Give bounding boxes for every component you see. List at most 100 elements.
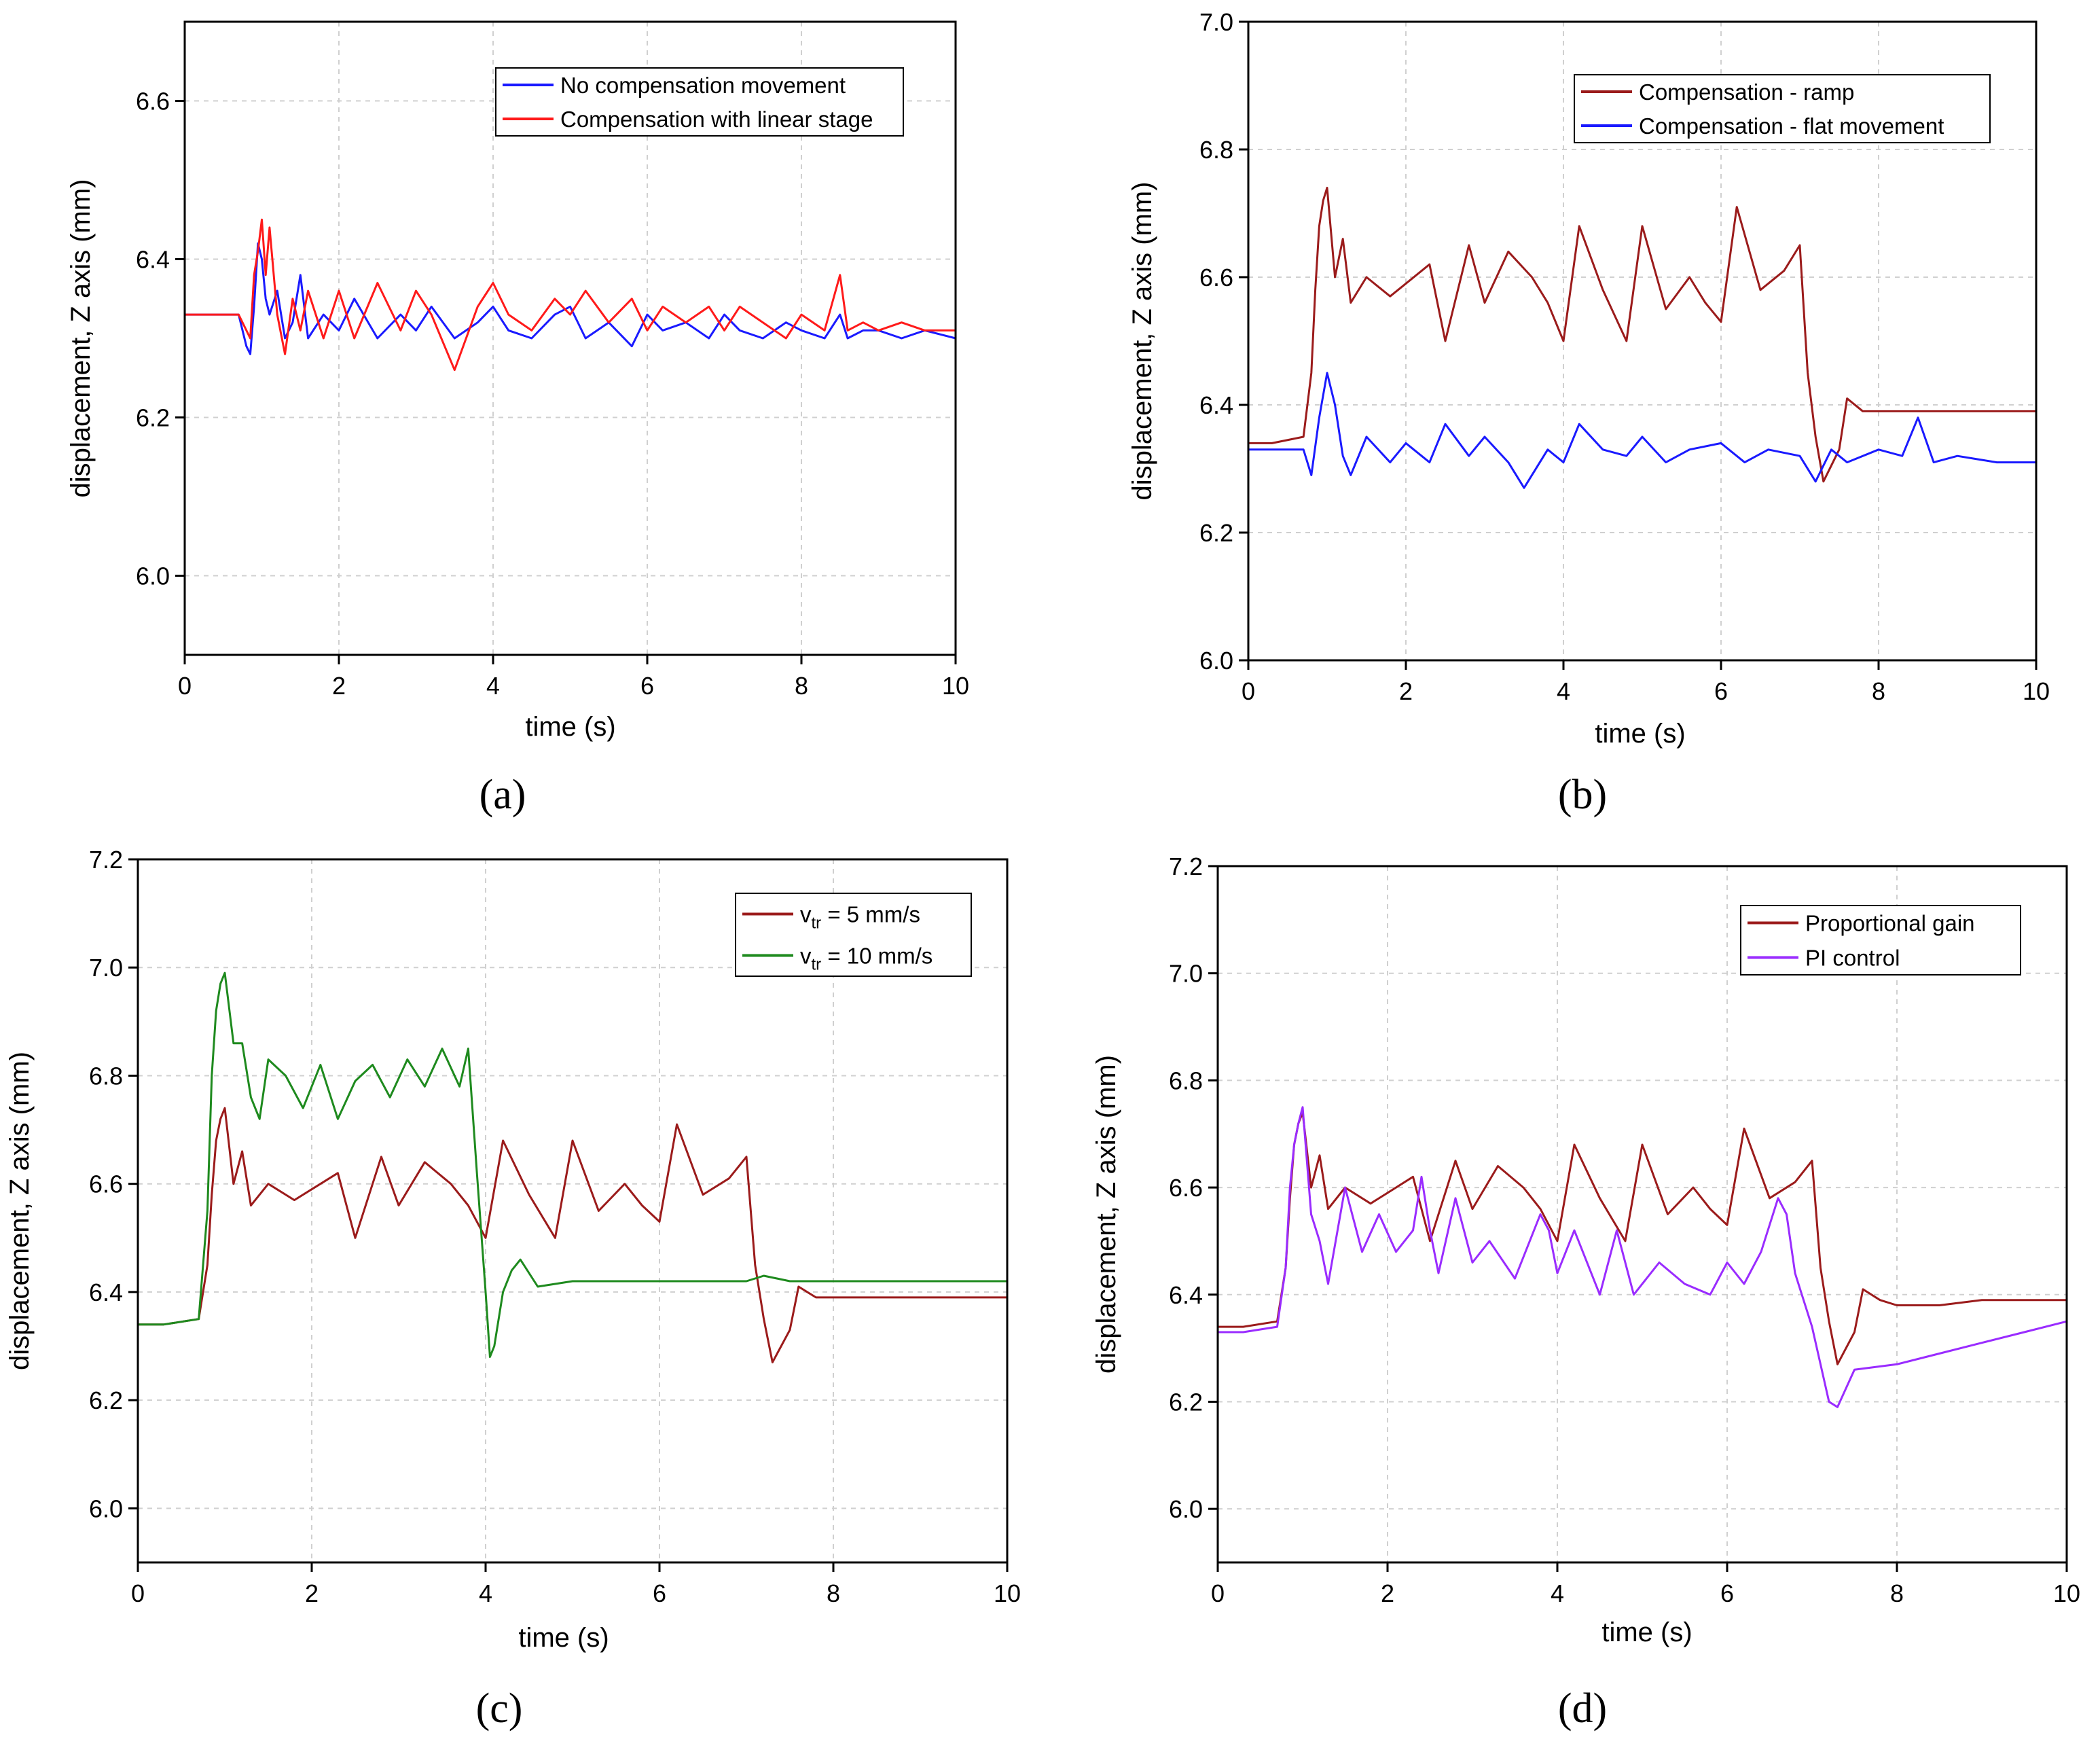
legend-label-c-2: vtr = 10 mm/s bbox=[800, 944, 933, 974]
y-tick-label: 7.0 bbox=[89, 954, 123, 982]
series-line-b-2 bbox=[1248, 372, 2036, 489]
legend-label-c-1: vtr = 5 mm/s bbox=[800, 902, 920, 933]
y-tick-label: 6.0 bbox=[1199, 647, 1233, 675]
y-axis-title-c: displacement, Z axis (mm) bbox=[5, 1052, 35, 1370]
y-axis-title-d: displacement, Z axis (mm) bbox=[1091, 1055, 1121, 1374]
y-tick-label: 7.2 bbox=[89, 846, 123, 874]
ticks-b: 0 2 4 6 8 10 6.0 6.2 6.4 6.6 6.8 7.0 bbox=[1199, 8, 2050, 705]
x-tick-label: 2 bbox=[1399, 677, 1413, 705]
legend-b: Compensation - ramp Compensation - flat m… bbox=[1574, 74, 1991, 143]
x-tick-label: 8 bbox=[795, 672, 808, 700]
x-tick-label: 10 bbox=[942, 672, 969, 700]
y-tick-label: 6.2 bbox=[1169, 1388, 1203, 1416]
x-tick-label: 0 bbox=[178, 672, 192, 700]
x-tick-label: 4 bbox=[1557, 677, 1570, 705]
y-tick-label: 7.0 bbox=[1199, 8, 1233, 36]
y-tick-label: 6.0 bbox=[1169, 1495, 1203, 1523]
y-tick-label: 6.0 bbox=[136, 562, 170, 590]
plot-frame-a bbox=[183, 20, 957, 656]
legend-box-b bbox=[1574, 74, 1991, 143]
x-tick-label: 8 bbox=[1890, 1579, 1904, 1607]
y-tick-label: 6.0 bbox=[89, 1495, 123, 1522]
legend-label-d-2: PI control bbox=[1805, 946, 1900, 971]
legend-label-a-1: No compensation movement bbox=[560, 73, 846, 98]
x-tick-label: 10 bbox=[2053, 1579, 2080, 1607]
chart-panel-a: 0 2 4 6 8 10 6.0 6.2 6.4 6.6 time (s) displacemen… bbox=[66, 20, 969, 818]
ticks-a: 0 2 4 6 8 10 6.0 6.2 6.4 6.6 bbox=[136, 88, 969, 700]
chart-panel-d: 0 2 4 6 8 10 6.0 6.2 6.4 6.6 6.8 7.0 7.2 time (s) di… bbox=[1091, 853, 2080, 1732]
legend-box-c bbox=[735, 893, 972, 977]
series-line-b-1 bbox=[1248, 186, 2036, 483]
y-tick-label: 6.8 bbox=[1199, 136, 1233, 164]
x-axis-title-d: time (s) bbox=[1601, 1617, 1692, 1647]
plot-frame-c bbox=[137, 858, 1009, 1564]
chart-panel-b: 0 2 4 6 8 10 6.0 6.2 6.4 6.6 6.8 7.0 time (s) displ… bbox=[1127, 8, 2050, 818]
y-tick-label: 6.8 bbox=[1169, 1067, 1203, 1094]
legend-c: vtr = 5 mm/s vtr = 10 mm/s bbox=[735, 893, 972, 977]
panel-label-c: (c) bbox=[476, 1685, 523, 1732]
x-tick-label: 6 bbox=[653, 1579, 666, 1607]
series-c bbox=[138, 971, 1007, 1363]
series-line-d-1 bbox=[1218, 1111, 2067, 1365]
y-tick-label: 6.6 bbox=[1169, 1174, 1203, 1202]
series-a bbox=[185, 218, 956, 372]
panel-label-d: (d) bbox=[1558, 1685, 1607, 1732]
legend-label-b-2: Compensation - flat movement bbox=[1639, 113, 1944, 139]
chart-panel-c: 0 2 4 6 8 10 6.0 6.2 6.4 6.6 6.8 7.0 7.2 time (s) di… bbox=[5, 846, 1021, 1732]
x-tick-label: 8 bbox=[1872, 677, 1885, 705]
panel-label-a: (a) bbox=[479, 772, 526, 818]
y-axis-title-a: displacement, Z axis (mm) bbox=[66, 179, 96, 498]
x-axis-title-a: time (s) bbox=[525, 712, 615, 742]
legend-label-b-1: Compensation - ramp bbox=[1639, 79, 1854, 105]
legend-label-d-1: Proportional gain bbox=[1805, 911, 1975, 936]
y-tick-label: 6.4 bbox=[1169, 1281, 1203, 1309]
x-tick-label: 2 bbox=[305, 1579, 319, 1607]
legend-a: No compensation movement Compensation wit… bbox=[495, 67, 904, 137]
x-tick-label: 0 bbox=[1242, 677, 1255, 705]
series-line-a-2 bbox=[185, 218, 956, 372]
y-tick-label: 6.2 bbox=[89, 1386, 123, 1414]
legend-box-a bbox=[495, 67, 904, 137]
y-tick-label: 6.6 bbox=[89, 1170, 123, 1198]
series-d bbox=[1218, 1106, 2067, 1408]
x-tick-label: 6 bbox=[1720, 1579, 1734, 1607]
x-tick-label: 10 bbox=[994, 1579, 1021, 1607]
y-tick-label: 6.6 bbox=[136, 88, 170, 115]
x-tick-label: 2 bbox=[332, 672, 346, 700]
series-line-c-1 bbox=[138, 1107, 1007, 1363]
y-tick-label: 6.6 bbox=[1199, 264, 1233, 291]
x-tick-label: 4 bbox=[1551, 1579, 1564, 1607]
y-tick-label: 6.8 bbox=[89, 1062, 123, 1090]
series-line-a-1 bbox=[185, 242, 956, 355]
y-tick-label: 6.2 bbox=[1199, 519, 1233, 547]
y-tick-label: 7.2 bbox=[1169, 853, 1203, 880]
ticks-c: 0 2 4 6 8 10 6.0 6.2 6.4 6.6 6.8 7.0 7.2 bbox=[89, 846, 1021, 1607]
y-axis-title-b: displacement, Z axis (mm) bbox=[1127, 182, 1157, 501]
x-axis-title-b: time (s) bbox=[1595, 719, 1685, 749]
ticks-d: 0 2 4 6 8 10 6.0 6.2 6.4 6.6 6.8 7.0 7.2 bbox=[1169, 853, 2080, 1607]
series-line-d-2 bbox=[1218, 1106, 2067, 1408]
legend-label-a-2: Compensation with linear stage bbox=[560, 107, 873, 132]
x-axis-title-c: time (s) bbox=[518, 1623, 609, 1653]
plot-frame-b bbox=[1247, 20, 2038, 662]
series-b bbox=[1248, 186, 2036, 489]
x-tick-label: 0 bbox=[1211, 1579, 1225, 1607]
x-tick-label: 6 bbox=[640, 672, 654, 700]
x-tick-label: 2 bbox=[1381, 1579, 1394, 1607]
x-tick-label: 0 bbox=[131, 1579, 145, 1607]
y-tick-label: 6.2 bbox=[136, 404, 170, 432]
y-tick-label: 6.4 bbox=[89, 1278, 123, 1306]
x-tick-label: 4 bbox=[486, 672, 500, 700]
y-tick-label: 6.4 bbox=[136, 246, 170, 274]
series-line-c-2 bbox=[138, 971, 1007, 1358]
y-tick-label: 7.0 bbox=[1169, 960, 1203, 988]
x-tick-label: 8 bbox=[827, 1579, 840, 1607]
x-tick-label: 10 bbox=[2023, 677, 2050, 705]
panel-label-b: (b) bbox=[1558, 772, 1607, 818]
plot-frame-d bbox=[1216, 865, 2068, 1564]
legend-d: Proportional gain PI control bbox=[1740, 905, 2021, 976]
x-tick-label: 4 bbox=[479, 1579, 492, 1607]
y-tick-label: 6.4 bbox=[1199, 391, 1233, 419]
x-tick-label: 6 bbox=[1714, 677, 1728, 705]
